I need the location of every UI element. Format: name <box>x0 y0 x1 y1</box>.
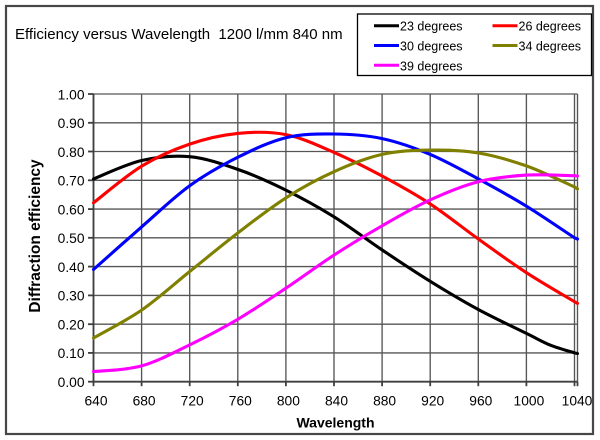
svg-text:0.80: 0.80 <box>58 145 85 160</box>
svg-text:840: 840 <box>325 394 348 409</box>
svg-text:760: 760 <box>229 394 252 409</box>
svg-text:Efficiency versus Wavelength: Efficiency versus Wavelength 1200 l/mm 8… <box>15 26 343 43</box>
svg-text:0.90: 0.90 <box>58 116 85 131</box>
svg-text:Wavelength: Wavelength <box>296 414 374 430</box>
svg-text:0.50: 0.50 <box>58 231 85 246</box>
svg-text:34 degrees: 34 degrees <box>519 40 582 54</box>
svg-text:1.00: 1.00 <box>58 87 85 102</box>
svg-text:23 degrees: 23 degrees <box>400 20 463 34</box>
svg-text:960: 960 <box>469 394 492 409</box>
svg-text:1000: 1000 <box>514 394 545 409</box>
svg-text:680: 680 <box>133 394 156 409</box>
svg-text:Diffraction efficiency: Diffraction efficiency <box>27 159 44 313</box>
svg-text:0.70: 0.70 <box>58 174 85 189</box>
svg-text:640: 640 <box>84 394 107 409</box>
svg-text:720: 720 <box>181 394 204 409</box>
svg-text:920: 920 <box>421 394 444 409</box>
svg-text:0.10: 0.10 <box>58 346 85 361</box>
svg-text:800: 800 <box>277 394 300 409</box>
svg-text:0.00: 0.00 <box>58 375 85 390</box>
svg-text:880: 880 <box>373 394 396 409</box>
svg-text:26 degrees: 26 degrees <box>519 20 582 34</box>
svg-text:30 degrees: 30 degrees <box>400 40 463 54</box>
svg-text:0.40: 0.40 <box>58 260 85 275</box>
svg-text:0.60: 0.60 <box>58 202 85 217</box>
svg-text:1040: 1040 <box>562 394 593 409</box>
svg-text:0.30: 0.30 <box>58 289 85 304</box>
svg-text:39 degrees: 39 degrees <box>400 59 463 73</box>
svg-text:0.20: 0.20 <box>58 318 85 333</box>
